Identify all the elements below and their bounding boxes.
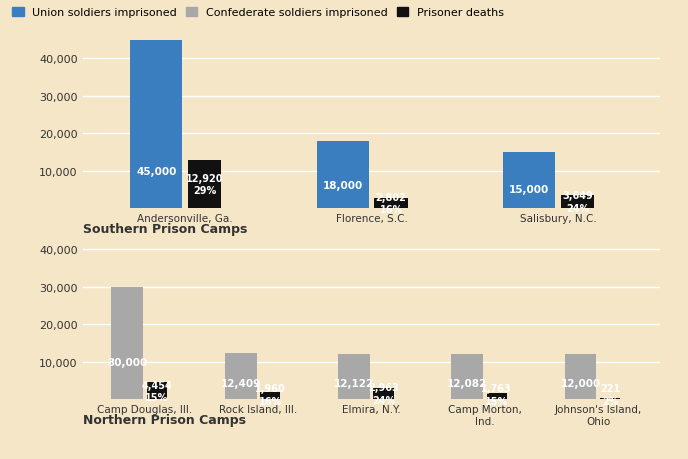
Text: 2,802
16%: 2,802 16% — [376, 192, 407, 215]
Text: 15,000: 15,000 — [509, 184, 549, 194]
Bar — [561, 195, 594, 209]
Text: 2,963
24%: 2,963 24% — [368, 383, 399, 405]
Text: 45,000: 45,000 — [136, 167, 176, 176]
Text: 221
2%: 221 2% — [600, 384, 620, 406]
Bar — [600, 398, 621, 399]
Bar — [260, 392, 280, 399]
Bar — [111, 287, 143, 399]
Text: 12,409: 12,409 — [221, 378, 261, 388]
Bar — [147, 383, 167, 399]
Text: 12,082: 12,082 — [447, 379, 487, 388]
Text: 18,000: 18,000 — [323, 180, 363, 190]
Text: 1,763
15%: 1,763 15% — [482, 384, 512, 406]
Text: 4,454
15%: 4,454 15% — [142, 380, 172, 402]
Legend: Union soldiers imprisoned, Confederate soldiers imprisoned, Prisoner deaths: Union soldiers imprisoned, Confederate s… — [12, 8, 504, 18]
Bar — [316, 141, 369, 209]
Bar — [373, 388, 394, 399]
Text: 12,920
29%: 12,920 29% — [186, 174, 224, 196]
Text: Northern Prison Camps: Northern Prison Camps — [83, 413, 246, 426]
Bar — [503, 153, 555, 209]
Text: 1,960
16%: 1,960 16% — [255, 384, 286, 406]
Text: 12,000: 12,000 — [561, 379, 601, 389]
Bar — [188, 161, 222, 209]
Bar — [486, 393, 507, 399]
Bar — [565, 354, 596, 399]
Text: 12,122: 12,122 — [334, 379, 374, 388]
Bar — [338, 354, 370, 399]
Text: 30,000: 30,000 — [107, 357, 147, 367]
Bar — [374, 198, 408, 209]
Text: 3,649
24%: 3,649 24% — [562, 191, 593, 213]
Bar — [225, 353, 257, 399]
Bar — [451, 354, 483, 399]
Text: Southern Prison Camps: Southern Prison Camps — [83, 223, 247, 235]
Bar — [130, 40, 182, 209]
